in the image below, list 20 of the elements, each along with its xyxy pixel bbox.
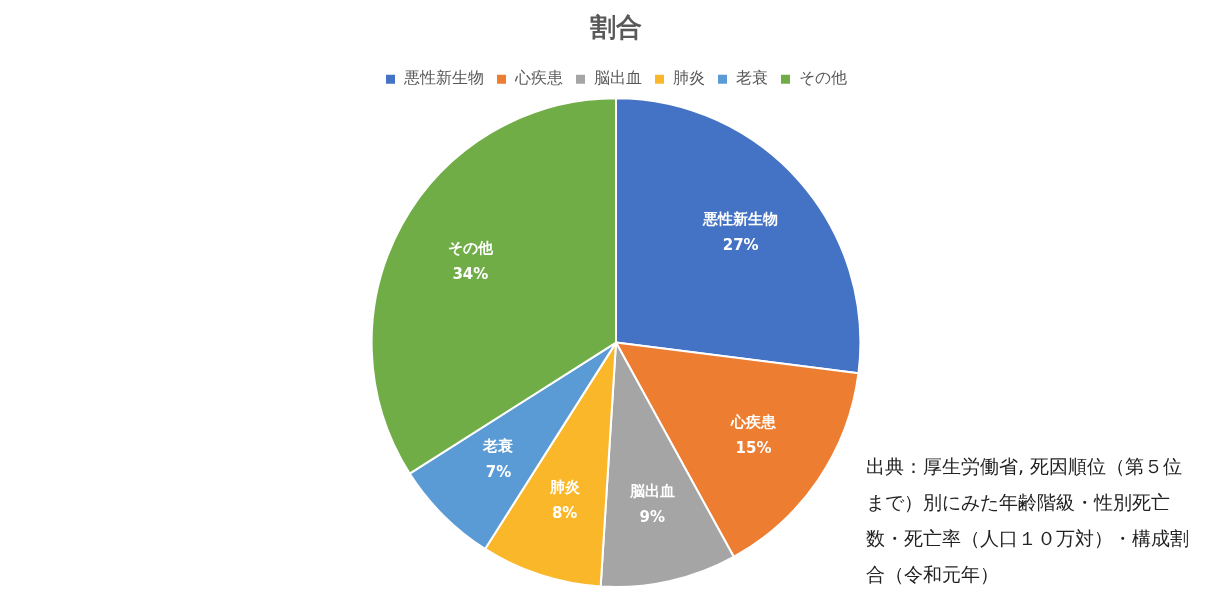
legend-label: 肺炎 xyxy=(673,68,705,88)
legend-label: 脳出血 xyxy=(594,68,642,88)
source-note: 出典：厚生労働省, 死因順位（第５位まで）別にみた年齢階級・性別死亡数・死亡率（人口１０万対）・構成割合（令和元年） xyxy=(866,454,1190,587)
data-label: 15% xyxy=(735,438,772,457)
legend-label: 老衰 xyxy=(736,68,768,88)
data-label: 27% xyxy=(722,235,759,254)
legend-label: 悪性新生物 xyxy=(403,68,484,88)
slice-label: 悪性新生物 xyxy=(702,209,779,228)
legend-label: 心疾患 xyxy=(514,68,563,88)
slice-label: 心疾患 xyxy=(729,412,777,431)
data-label: 34% xyxy=(452,265,489,284)
slice-label: 肺炎 xyxy=(548,477,580,496)
legend-label: その他 xyxy=(799,68,847,88)
data-label: 7% xyxy=(485,463,512,482)
slice-label: その他 xyxy=(447,239,494,258)
data-label: 9% xyxy=(639,507,665,526)
slice-label: 脳出血 xyxy=(628,481,675,500)
data-label: 8% xyxy=(551,503,578,522)
chart-title: 割合 xyxy=(589,12,642,43)
slice-label: 老衰 xyxy=(482,437,514,456)
